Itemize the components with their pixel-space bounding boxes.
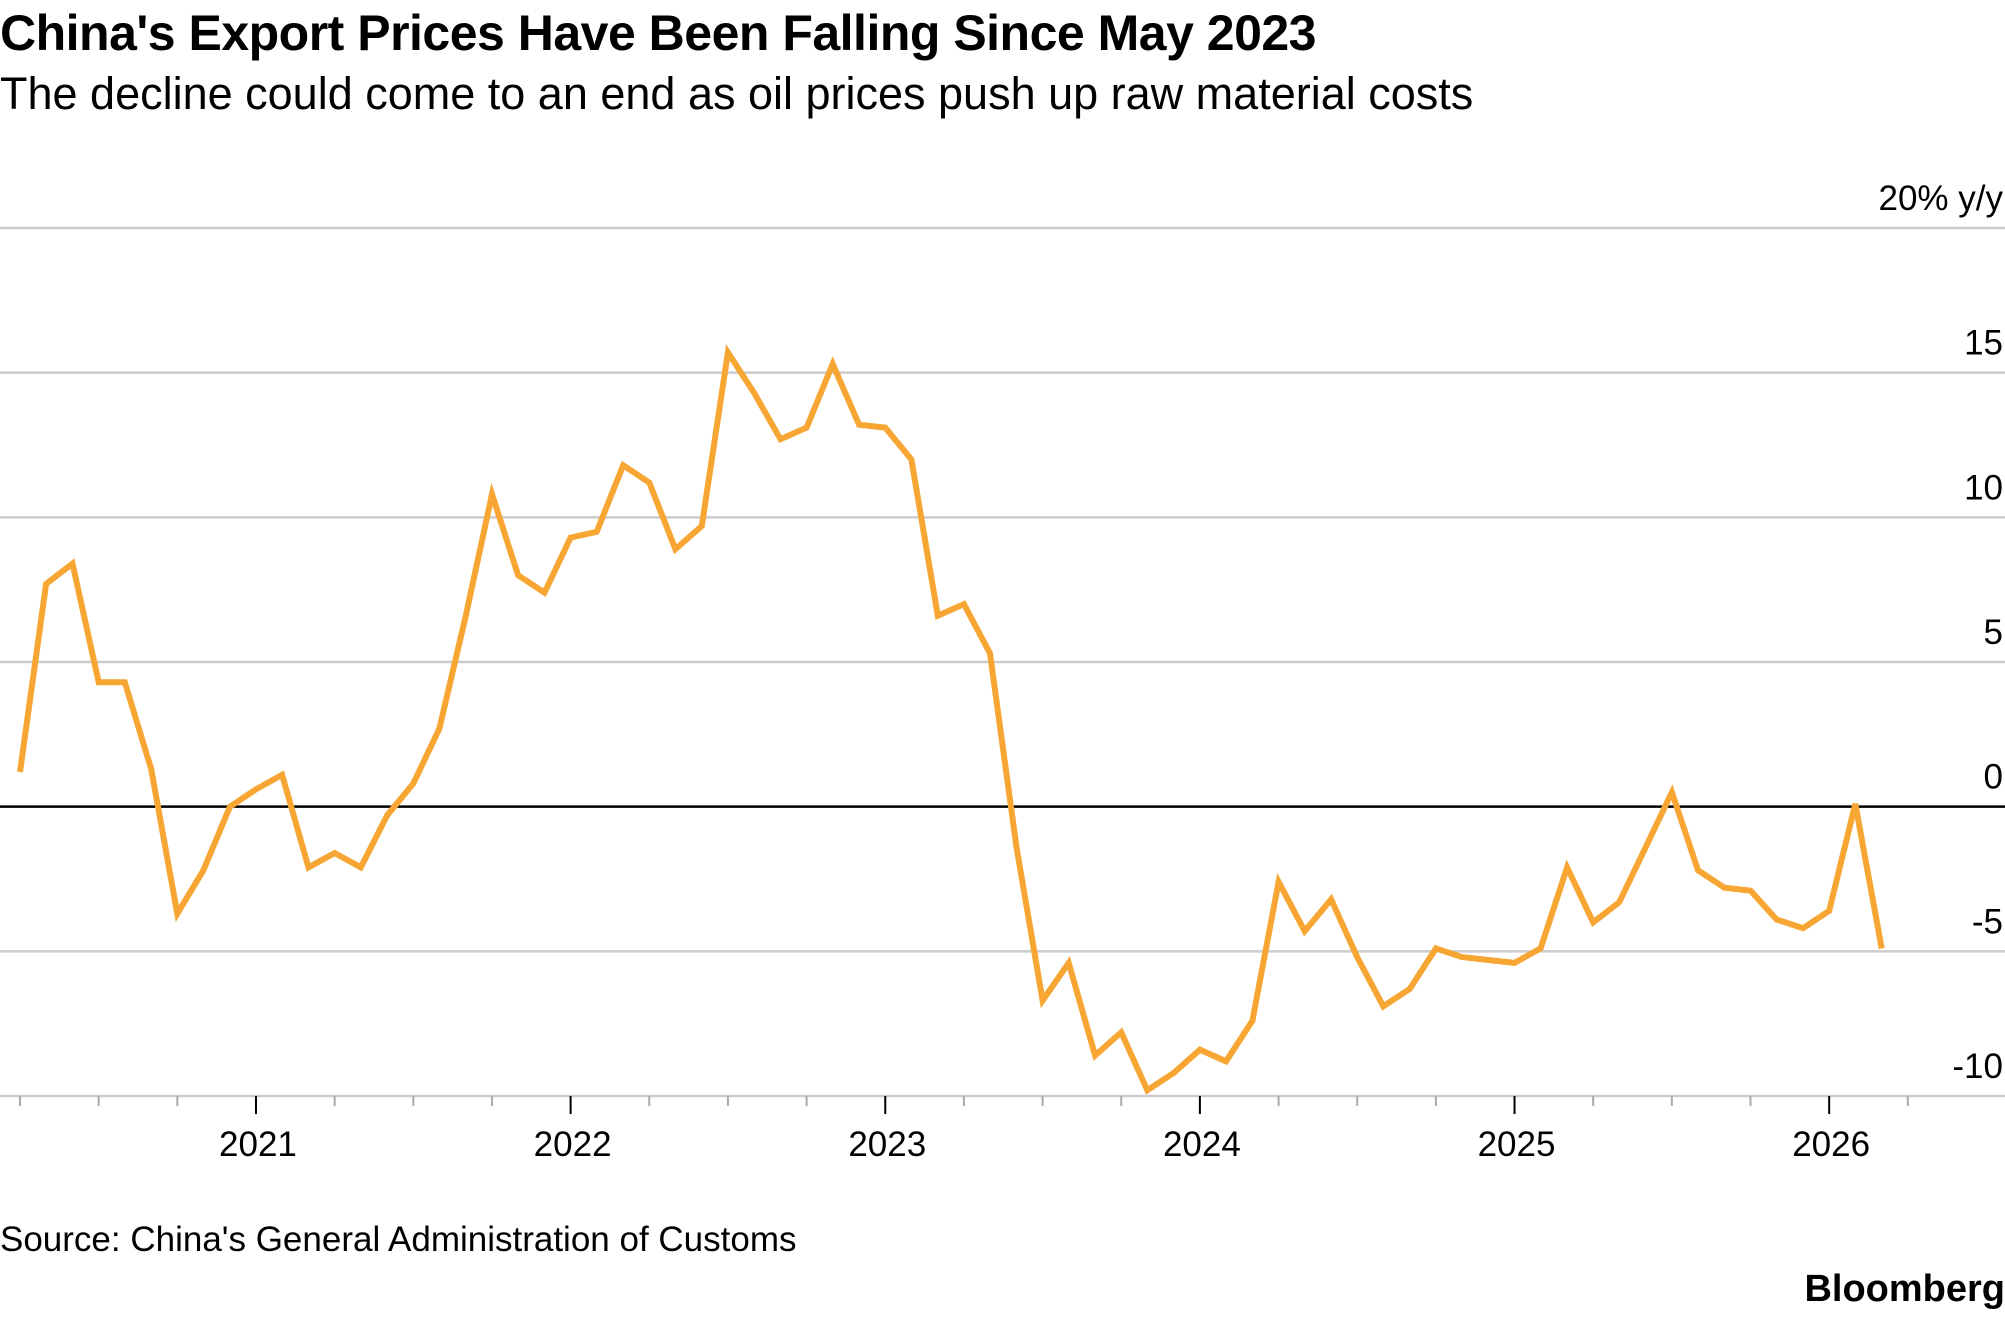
data-point xyxy=(1593,922,1594,923)
data-point xyxy=(1252,1020,1253,1021)
data-point xyxy=(491,494,492,495)
data-point xyxy=(1147,1090,1148,1091)
data-point xyxy=(20,771,21,772)
data-point xyxy=(754,392,755,393)
data-point xyxy=(334,852,335,853)
data-point xyxy=(255,789,256,790)
chart-subtitle: The decline could come to an end as oil … xyxy=(0,68,1474,119)
x-tick-label: 2025 xyxy=(1478,1125,1556,1164)
chart-title: China's Export Prices Have Been Falling … xyxy=(0,5,1317,61)
data-point xyxy=(308,867,309,868)
data-point xyxy=(1383,1006,1384,1007)
data-point xyxy=(885,427,886,428)
data-point xyxy=(1540,948,1541,949)
y-tick-label: 15 xyxy=(1964,324,2003,363)
x-tick-label: 2026 xyxy=(1792,1125,1870,1164)
x-tick-label: 2021 xyxy=(219,1125,297,1164)
data-point xyxy=(1121,1032,1122,1033)
data-point xyxy=(701,526,702,527)
data-point xyxy=(859,424,860,425)
data-point xyxy=(806,427,807,428)
source-note: Source: China's General Administration o… xyxy=(0,1220,797,1259)
data-point xyxy=(1173,1072,1174,1073)
data-point xyxy=(1829,910,1830,911)
data-point xyxy=(1697,870,1698,871)
data-point xyxy=(72,563,73,564)
data-point xyxy=(1881,948,1882,949)
data-point xyxy=(1226,1061,1227,1062)
x-tick-label: 2024 xyxy=(1163,1125,1241,1164)
data-point xyxy=(963,604,964,605)
data-point xyxy=(387,815,388,816)
x-tick-label: 2022 xyxy=(534,1125,612,1164)
data-point xyxy=(544,592,545,593)
data-point xyxy=(46,583,47,584)
data-point xyxy=(1357,957,1358,958)
data-point xyxy=(1304,931,1305,932)
data-point xyxy=(151,769,152,770)
data-point xyxy=(1068,962,1069,963)
data-point xyxy=(1567,867,1568,868)
y-tick-label: 20% y/y xyxy=(1879,179,2004,218)
data-point xyxy=(937,615,938,616)
data-point xyxy=(360,867,361,868)
data-point xyxy=(1514,962,1515,963)
data-point xyxy=(98,682,99,683)
data-point xyxy=(1199,1049,1200,1050)
data-point xyxy=(675,549,676,550)
data-point xyxy=(1331,899,1332,900)
x-tick-label: 2023 xyxy=(848,1125,926,1164)
data-point xyxy=(1619,902,1620,903)
y-tick-label: 0 xyxy=(1984,758,2003,797)
data-point xyxy=(1488,960,1489,961)
data-point xyxy=(1278,881,1279,882)
data-point xyxy=(439,728,440,729)
data-point xyxy=(465,615,466,616)
data-point xyxy=(177,913,178,914)
data-point xyxy=(124,682,125,683)
data-point xyxy=(1724,887,1725,888)
gridlines xyxy=(0,226,2005,1098)
y-tick-label: -5 xyxy=(1972,902,2003,941)
data-point xyxy=(570,537,571,538)
data-point xyxy=(1042,1000,1043,1001)
data-point xyxy=(1671,792,1672,793)
y-tick-label: -10 xyxy=(1952,1047,2003,1086)
data-point xyxy=(1645,847,1646,848)
data-point xyxy=(623,465,624,466)
series-layer xyxy=(17,344,1885,1095)
data-point xyxy=(1095,1055,1096,1056)
data-point xyxy=(649,482,650,483)
data-point xyxy=(911,459,912,460)
data-point xyxy=(596,531,597,532)
data-point xyxy=(1776,919,1777,920)
y-tick-label: 5 xyxy=(1984,613,2003,652)
y-axis-labels: 20% y/y 15 10 5 0 -5 -10 xyxy=(1879,179,2004,1086)
series-line-0 xyxy=(17,344,1885,1095)
data-point xyxy=(1435,948,1436,949)
data-point xyxy=(518,575,519,576)
data-point xyxy=(1803,928,1804,929)
data-point xyxy=(203,870,204,871)
data-point xyxy=(1016,847,1017,848)
data-point xyxy=(413,783,414,784)
data-point xyxy=(990,653,991,654)
data-point xyxy=(229,806,230,807)
data-point xyxy=(832,363,833,364)
data-point xyxy=(727,352,728,353)
data-point xyxy=(282,774,283,775)
data-point xyxy=(1409,988,1410,989)
data-point xyxy=(1461,957,1462,958)
bloomberg-logo: Bloomberg xyxy=(1804,1268,2005,1310)
data-point xyxy=(1750,890,1751,891)
data-point xyxy=(780,439,781,440)
data-point xyxy=(1855,803,1856,804)
x-axis: 2021 2022 2023 2024 2025 2026 xyxy=(19,1096,1909,1164)
y-tick-label: 10 xyxy=(1964,468,2003,507)
